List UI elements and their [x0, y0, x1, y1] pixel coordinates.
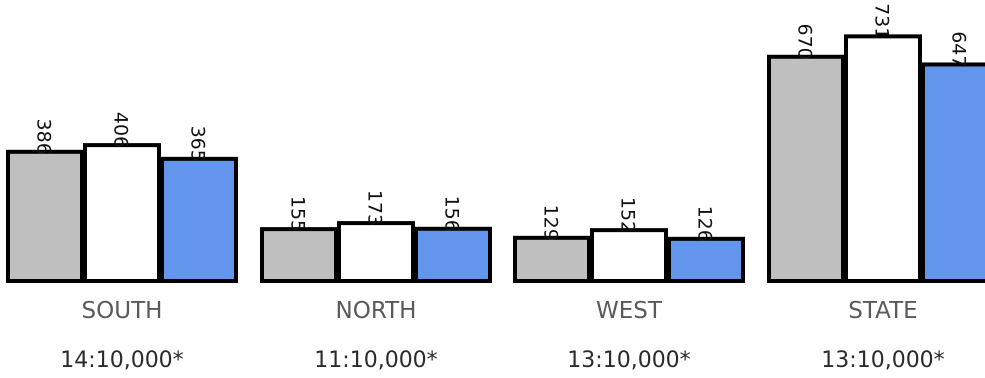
bar-state-s3 — [921, 62, 985, 283]
bar-state-s1 — [767, 54, 845, 284]
bar-north-s2 — [337, 221, 415, 283]
value-label-south-s1: 386 — [33, 119, 55, 155]
bar-west-s2 — [590, 228, 668, 283]
category-label-west: WEST — [596, 298, 663, 324]
value-label-north-s2: 173 — [364, 190, 386, 226]
bar-south-s1 — [6, 149, 84, 283]
ratio-label-south: 14:10,000* — [60, 348, 183, 373]
value-label-west-s3: 126 — [694, 206, 716, 242]
value-label-north-s3: 156 — [441, 196, 463, 232]
ratio-label-west: 13:10,000* — [567, 348, 690, 373]
value-label-state-s3: 647 — [948, 31, 970, 67]
value-label-west-s2: 152 — [617, 197, 639, 233]
value-labels-layer: 386 406 365 155 173 156 129 152 126 670 731 647 — [33, 3, 970, 242]
value-label-south-s3: 365 — [187, 126, 209, 162]
bar-north-s3 — [414, 226, 492, 284]
bar-north-s1 — [260, 227, 338, 283]
bar-west-s1 — [513, 235, 591, 284]
ratio-label-state: 13:10,000* — [821, 348, 944, 373]
value-label-state-s1: 670 — [794, 24, 816, 60]
value-label-state-s2: 731 — [871, 3, 893, 39]
bar-west-s3 — [667, 236, 745, 283]
category-label-state: STATE — [848, 298, 917, 324]
value-label-north-s1: 155 — [287, 196, 309, 232]
bars-layer — [6, 34, 985, 284]
bar-south-s2 — [83, 143, 161, 283]
value-label-south-s2: 406 — [110, 112, 132, 148]
category-label-north: NORTH — [336, 298, 417, 324]
ratio-label-north: 11:10,000* — [314, 348, 437, 373]
bar-state-s2 — [844, 34, 922, 283]
category-labels-layer: SOUTH 14:10,000* NORTH 11:10,000* WEST 13:10,… — [60, 298, 944, 373]
value-label-west-s1: 129 — [540, 205, 562, 241]
category-label-south: SOUTH — [82, 298, 163, 324]
bar-south-s3 — [160, 156, 238, 283]
